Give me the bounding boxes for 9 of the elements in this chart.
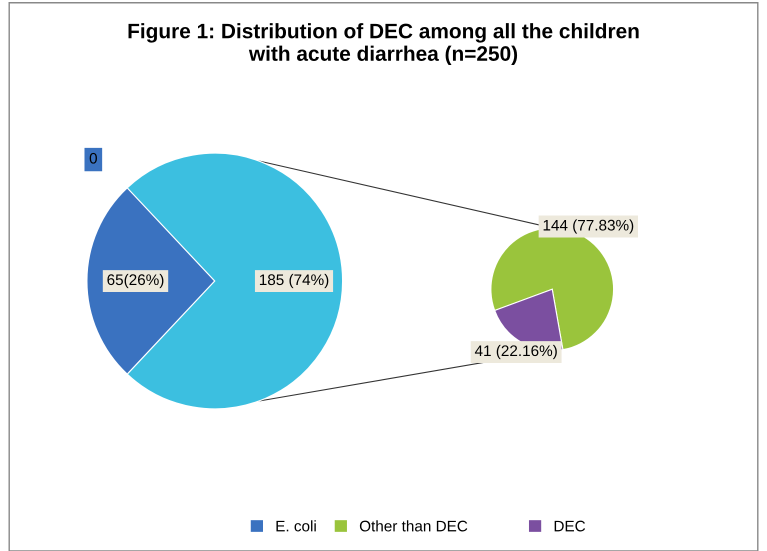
text: 0 bbox=[90, 152, 97, 164]
chart-title: Figure 1: Distribution of DEC among all the children with acute diarrhea (n=250) bbox=[128, 23, 639, 66]
legend-label: Other than DEC bbox=[360, 520, 468, 532]
data-label: 41 (22.16%) bbox=[474, 344, 557, 360]
legend-label: E. coli bbox=[276, 520, 316, 532]
legend-label: DEC bbox=[554, 520, 586, 532]
data-label: 144 (77.83%) bbox=[544, 219, 634, 234]
data-label: 65(26%) bbox=[107, 274, 164, 288]
data-label: 185 (74%) bbox=[260, 274, 328, 288]
